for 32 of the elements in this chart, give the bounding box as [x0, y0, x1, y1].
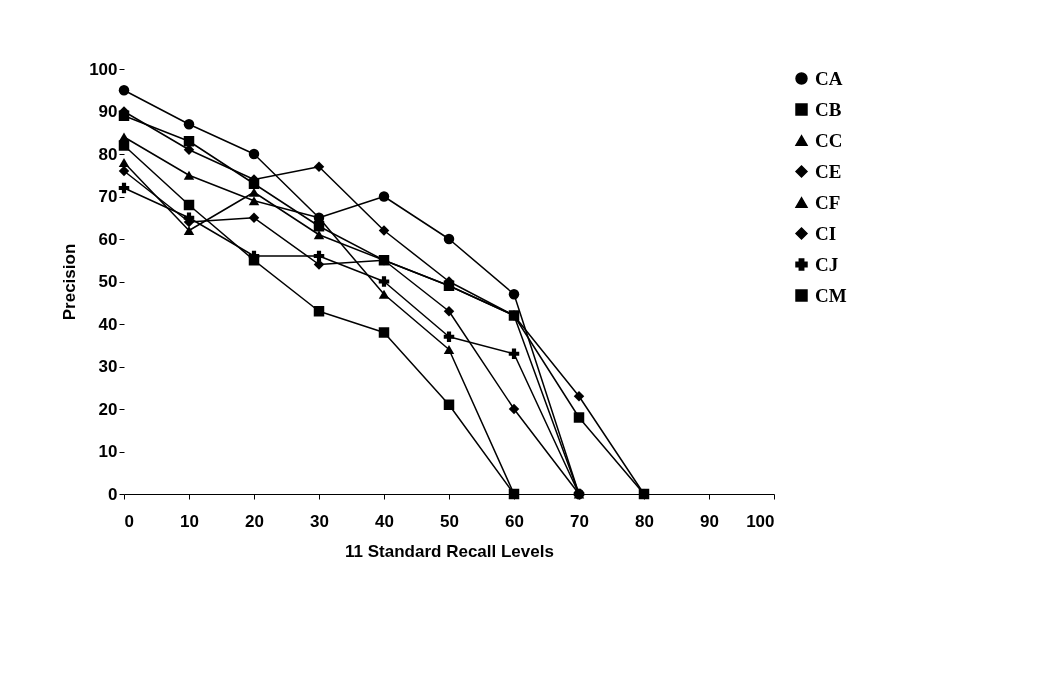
legend-label: CC: [815, 129, 843, 151]
legend-label: CF: [815, 191, 841, 213]
y-tick-label: 50: [98, 272, 118, 291]
y-tick-label: 20: [98, 399, 118, 419]
legend-label: CI: [815, 222, 837, 244]
x-tick-label: 0: [124, 511, 134, 531]
y-tick-label: 80: [98, 144, 118, 164]
y-tick-label: 100: [89, 59, 118, 79]
x-tick-label: 40: [375, 511, 394, 531]
legend-label: CB: [815, 98, 842, 120]
y-tick-label: 10: [98, 442, 118, 461]
x-tick-label: 10: [180, 511, 199, 531]
x-tick-label: 70: [570, 511, 589, 531]
y-tick-label: 70: [98, 187, 118, 206]
y-tick-label: 40: [98, 314, 118, 334]
y-tick-label: 90: [98, 102, 118, 121]
y-tick-label: 30: [98, 357, 118, 376]
y-axis-title: Precision: [60, 243, 80, 321]
x-tick-label: 60: [505, 511, 524, 531]
legend-label: CJ: [815, 253, 839, 275]
legend-label: CE: [815, 160, 842, 182]
y-tick-label: 0: [108, 484, 118, 504]
x-tick-label: 100: [746, 511, 775, 531]
legend-label: CM: [815, 284, 847, 306]
legend-label: CA: [815, 67, 843, 89]
x-tick-label: 80: [635, 511, 654, 531]
x-tick-label: 50: [440, 511, 459, 531]
y-tick-label: 60: [98, 229, 118, 249]
x-axis-title: 11 Standard Recall Levels: [345, 541, 554, 561]
x-tick-label: 90: [700, 511, 719, 531]
x-tick-label: 30: [310, 511, 329, 531]
x-tick-label: 20: [245, 511, 264, 531]
